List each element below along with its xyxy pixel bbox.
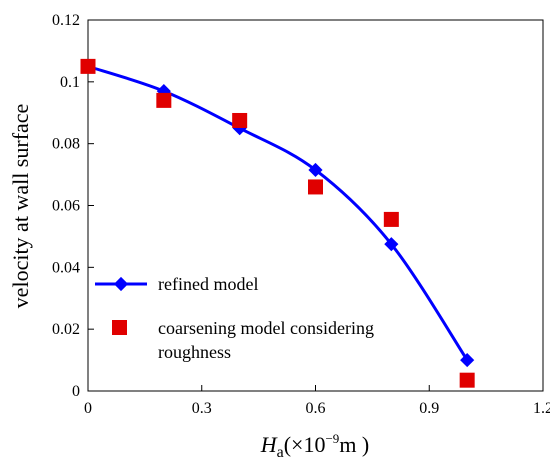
legend-coarse-marker (112, 320, 127, 335)
refined-model-point (384, 237, 399, 252)
y-axis-ticks: 0 0.02 0.04 0.06 0.08 0.1 0.12 (52, 12, 94, 400)
x-axis-label-unit: (×10 (284, 432, 326, 457)
legend-coarse-label-line2: roughness (158, 342, 231, 362)
x-tick-label: 0 (84, 400, 92, 417)
x-axis-label-exponent: −9 (325, 431, 339, 446)
y-tick-label: 0.08 (52, 136, 80, 153)
coarsening-model-point (80, 58, 96, 74)
x-axis-label-subscript: a (277, 444, 284, 461)
y-tick-label: 0.06 (52, 198, 80, 215)
legend-refined-label: refined model (158, 274, 258, 294)
coarsening-model-markers (80, 58, 475, 388)
coarsening-model-point (232, 112, 248, 128)
refined-model-line (87, 64, 469, 361)
coarsening-model-point (156, 92, 172, 108)
refined-model-point (460, 353, 475, 368)
x-tick-label: 1.2 (533, 400, 550, 417)
x-axis-label-symbol: H (260, 432, 278, 457)
x-axis-ticks: 0 0.3 0.6 0.9 1.2 (84, 385, 550, 417)
y-tick-label: 0.04 (52, 259, 80, 276)
legend: refined model coarsening model consideri… (95, 274, 374, 362)
x-tick-label: 0.9 (419, 400, 439, 417)
legend-coarse-label-line1: coarsening model considering (158, 318, 374, 338)
legend-refined-marker (113, 276, 129, 292)
y-axis-label: velocity at wall surface (8, 104, 33, 309)
x-axis-label: Ha(×10−9m ) (260, 431, 370, 461)
y-tick-label: 0.1 (60, 74, 80, 91)
coarsening-model-point (308, 179, 323, 195)
refined-model-point (308, 162, 323, 178)
y-tick-label: 0 (72, 383, 80, 400)
x-tick-label: 0.3 (192, 400, 212, 417)
y-tick-label: 0.02 (52, 321, 80, 338)
x-axis-label-unit-end: m ) (339, 432, 369, 457)
x-tick-label: 0.6 (306, 400, 326, 417)
coarsening-model-point (383, 211, 399, 227)
coarsening-model-point (459, 372, 475, 388)
y-tick-label: 0.12 (52, 12, 80, 29)
